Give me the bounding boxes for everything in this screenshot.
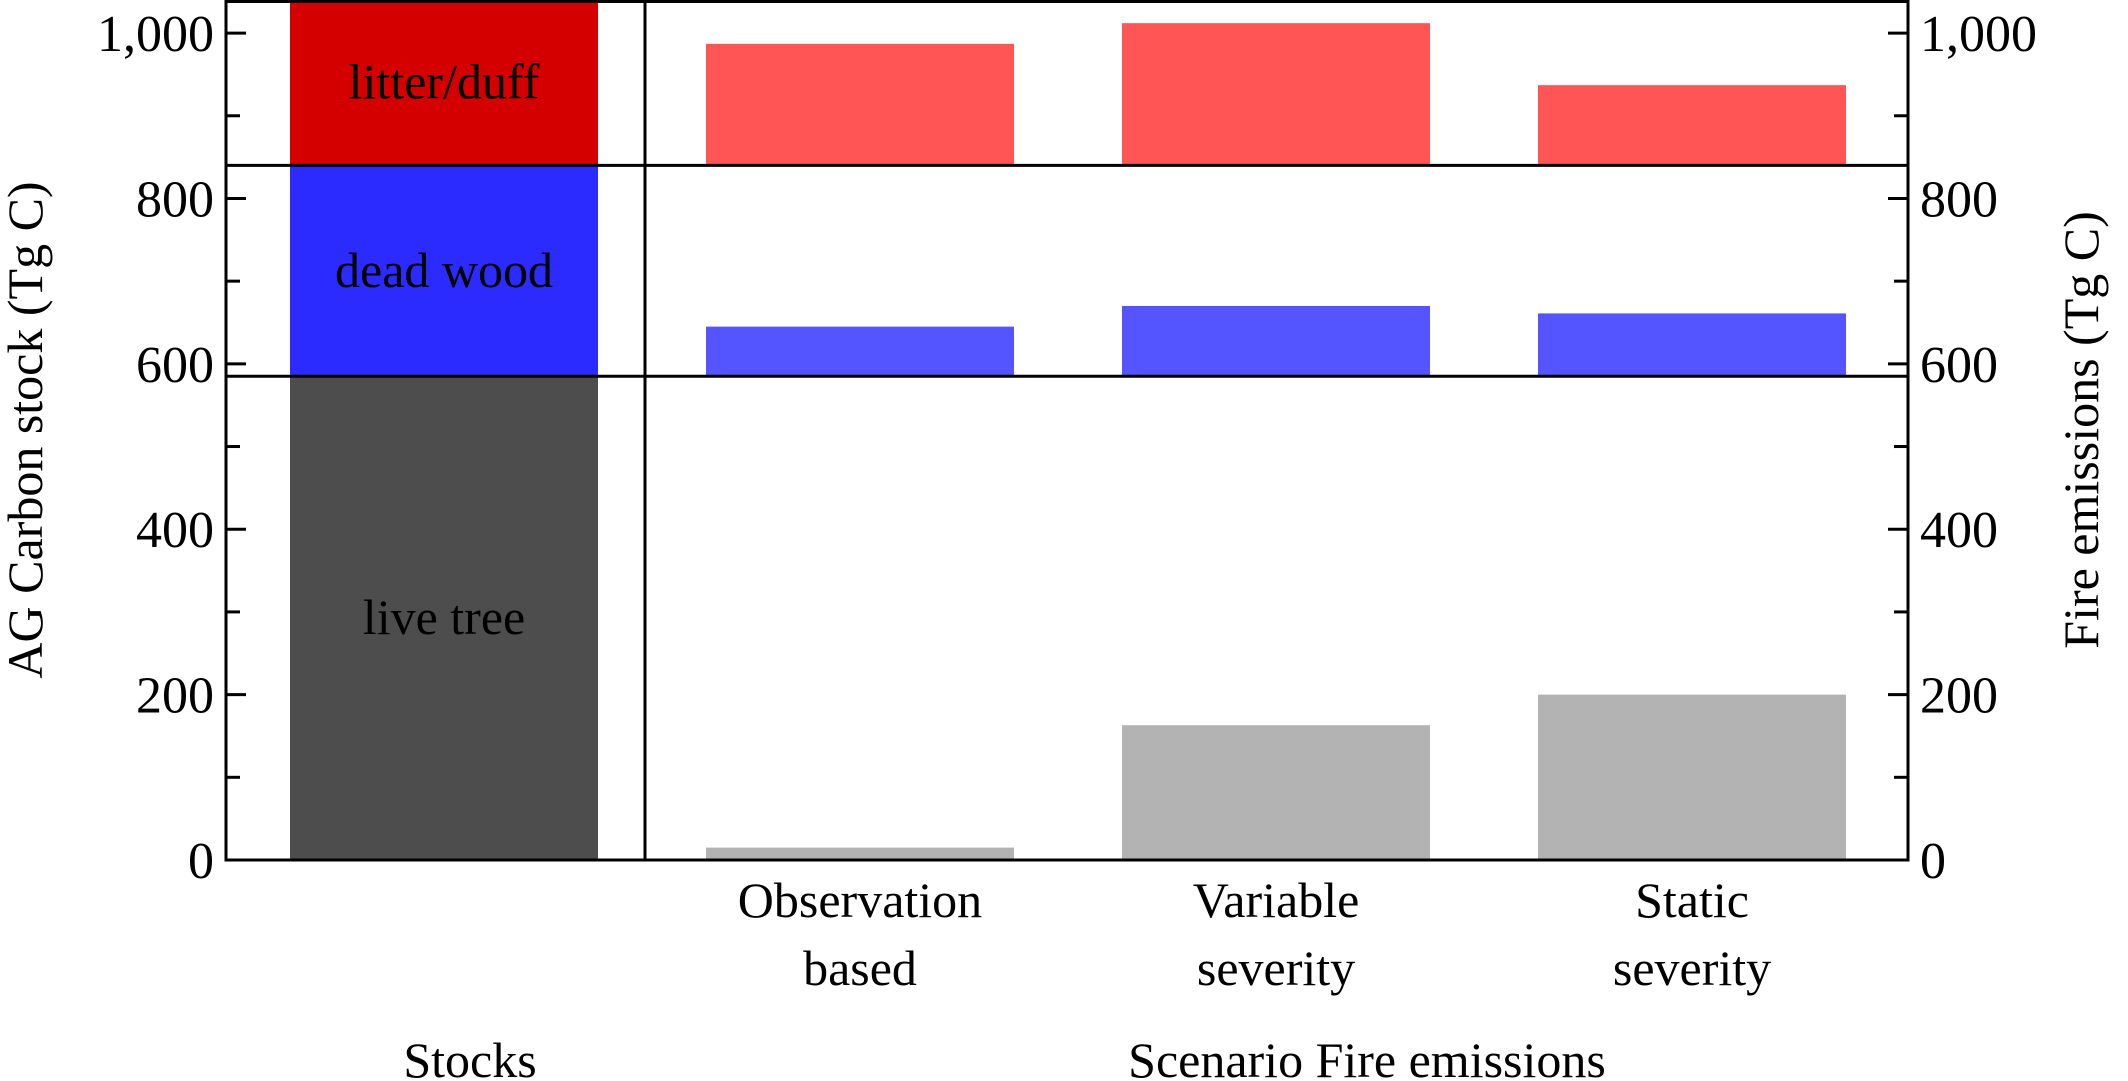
stock-bar-litter-duff xyxy=(290,0,598,166)
right-tick-label: 1,000 xyxy=(1920,6,2037,63)
y-ticks: 0 0 200 200 400 400 600 600 800 800 1,000 1,000 xyxy=(97,6,2037,890)
emission-bar-litter-duff-1 xyxy=(1122,23,1430,166)
category-label-static: Static xyxy=(1635,872,1749,928)
left-tick-label: 400 xyxy=(136,502,214,559)
category-label-static-line2: severity xyxy=(1613,940,1771,996)
left-tick-label: 1,000 xyxy=(97,6,214,63)
emission-bars xyxy=(706,23,1846,860)
category-label-observation-line2: based xyxy=(803,940,917,996)
left-tick-label: 800 xyxy=(136,171,214,228)
category-label-variable-line2: severity xyxy=(1197,940,1355,996)
emission-bar-litter-duff-2 xyxy=(1538,85,1846,166)
category-label-observation: Observation xyxy=(738,872,982,928)
right-tick-label: 400 xyxy=(1920,502,1998,559)
plot-frame xyxy=(224,0,1910,862)
group-label-stocks: Stocks xyxy=(403,1032,536,1081)
right-tick-label: 0 xyxy=(1920,833,1946,890)
right-tick-label: 200 xyxy=(1920,668,1998,725)
emission-bar-litter-duff-0 xyxy=(706,43,1014,166)
plot-border xyxy=(224,0,1910,862)
category-label-variable: Variable xyxy=(1193,872,1360,928)
emission-bar-dead-wood-0 xyxy=(706,326,1014,377)
emission-bar-live-tree-0 xyxy=(706,847,1014,860)
left-tick-label: 0 xyxy=(188,833,214,890)
right-tick-label: 800 xyxy=(1920,171,1998,228)
emission-bar-live-tree-2 xyxy=(1538,694,1846,860)
right-tick-label: 600 xyxy=(1920,337,1998,394)
stock-bars xyxy=(290,0,598,860)
emission-bar-dead-wood-2 xyxy=(1538,313,1846,377)
y-axis-title-right: Fire emissions (Tg C) xyxy=(2053,211,2109,648)
stock-bar-dead-wood xyxy=(290,165,598,377)
left-tick-label: 600 xyxy=(136,337,214,394)
stock-bar-live-tree xyxy=(290,376,598,860)
y-axis-title-left: AG Carbon stock (Tg C) xyxy=(0,181,53,678)
stock-label-dead-wood: dead wood xyxy=(335,242,553,298)
emission-bar-live-tree-1 xyxy=(1122,725,1430,860)
stock-label-live-tree: live tree xyxy=(363,589,525,645)
emission-bar-dead-wood-1 xyxy=(1122,305,1430,377)
group-label-emissions: Scenario Fire emissions xyxy=(1128,1032,1606,1081)
left-tick-label: 200 xyxy=(136,668,214,725)
stock-label-litter-duff: litter/duff xyxy=(349,54,540,110)
